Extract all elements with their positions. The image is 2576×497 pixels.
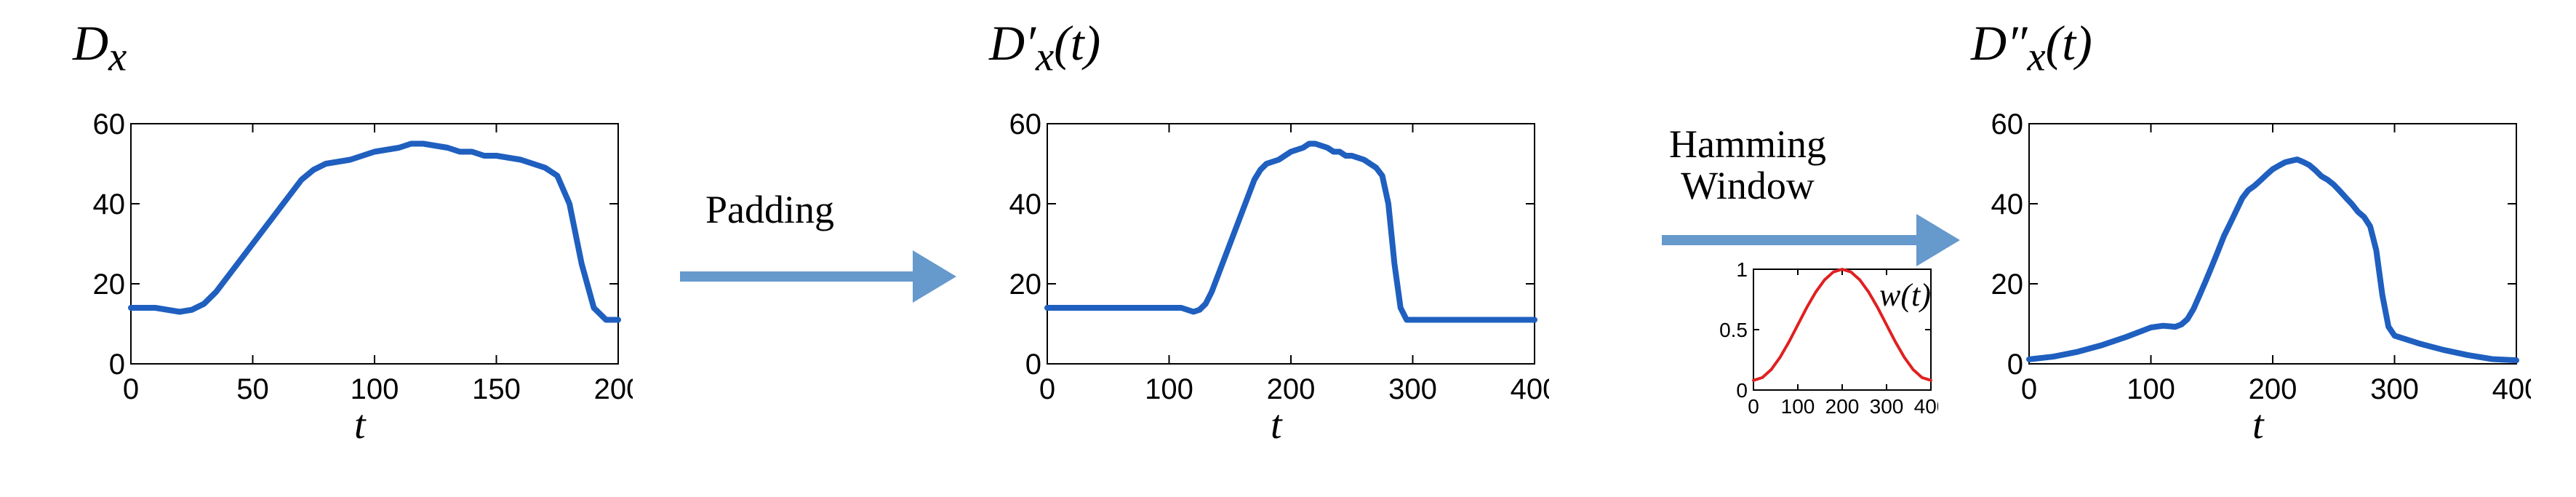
svg-text:300: 300 xyxy=(2370,373,2419,405)
svg-text:0.5: 0.5 xyxy=(1719,319,1748,341)
svg-text:100: 100 xyxy=(351,373,399,405)
xlabel-p1: t xyxy=(354,402,366,448)
svg-text:200: 200 xyxy=(2249,373,2297,405)
xlabel-p3: t xyxy=(2252,402,2264,448)
svg-text:20: 20 xyxy=(1991,269,2024,301)
svg-text:300: 300 xyxy=(1388,373,1437,405)
chart-p1: 0 50 100 150 200 0 20 40 60 xyxy=(65,109,633,422)
svg-text:300: 300 xyxy=(1870,395,1904,418)
title-pw: w(t) xyxy=(1879,277,1931,314)
svg-text:0: 0 xyxy=(1025,349,1041,381)
svg-text:100: 100 xyxy=(1781,395,1815,418)
svg-text:0: 0 xyxy=(123,373,139,405)
svg-text:100: 100 xyxy=(1145,373,1193,405)
title-p3: D″x(t) xyxy=(1971,15,2092,81)
svg-text:40: 40 xyxy=(93,188,126,220)
chart-p3: 0 100 200 300 400 0 20 40 60 xyxy=(1964,109,2531,422)
title-p2: D′x(t) xyxy=(989,15,1100,81)
svg-text:200: 200 xyxy=(594,373,633,405)
svg-text:100: 100 xyxy=(2127,373,2175,405)
chart-p2: 0 100 200 300 400 0 20 40 60 xyxy=(982,109,1549,422)
svg-text:0: 0 xyxy=(109,349,125,381)
svg-text:150: 150 xyxy=(472,373,521,405)
svg-text:50: 50 xyxy=(236,373,269,405)
svg-text:20: 20 xyxy=(1009,269,1042,301)
svg-text:400: 400 xyxy=(1914,395,1938,418)
svg-text:40: 40 xyxy=(1991,188,2024,220)
svg-text:400: 400 xyxy=(1511,373,1549,405)
svg-text:200: 200 xyxy=(1825,395,1860,418)
arrow-label-a2: HammingWindow xyxy=(1669,124,1826,206)
xlabel-p2: t xyxy=(1271,402,1282,448)
svg-text:60: 60 xyxy=(1991,109,2024,140)
svg-text:0: 0 xyxy=(2021,373,2037,405)
svg-text:40: 40 xyxy=(1009,188,1042,220)
svg-text:0: 0 xyxy=(2007,349,2023,381)
svg-text:60: 60 xyxy=(93,109,126,140)
svg-text:60: 60 xyxy=(1009,109,1042,140)
svg-text:20: 20 xyxy=(93,269,126,301)
arrow-a1 xyxy=(680,247,959,316)
svg-text:0: 0 xyxy=(1748,395,1759,418)
title-p1: Dx xyxy=(73,15,127,81)
arrow-a2 xyxy=(1662,211,1963,279)
svg-text:200: 200 xyxy=(1267,373,1316,405)
arrow-label-a1: Padding xyxy=(705,189,834,231)
svg-text:0: 0 xyxy=(1736,379,1748,402)
svg-text:400: 400 xyxy=(2492,373,2531,405)
svg-text:0: 0 xyxy=(1039,373,1055,405)
figure: 0501001502000204060t01002003004000204060… xyxy=(0,0,2576,497)
